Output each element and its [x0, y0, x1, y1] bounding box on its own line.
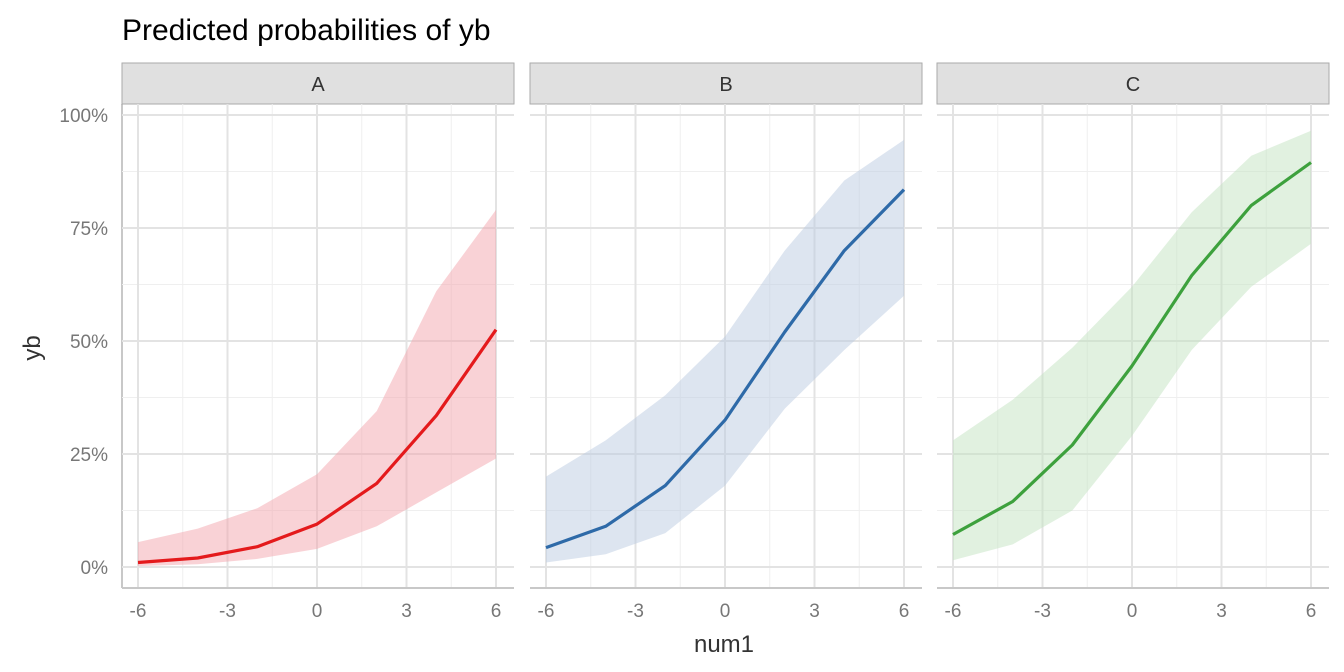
- y-tick-label: 25%: [70, 445, 108, 466]
- x-tick-label: 6: [491, 601, 502, 622]
- strip-label: C: [1126, 74, 1140, 96]
- y-tick-label: 50%: [70, 332, 108, 353]
- y-tick-label: 75%: [70, 219, 108, 240]
- x-tick-label: -6: [538, 601, 555, 622]
- panel-a: A -6 -3 0 3 6: [121, 62, 515, 622]
- x-tick-label: -3: [627, 601, 644, 622]
- x-tick-label: 6: [899, 601, 910, 622]
- strip-background: [936, 62, 1330, 105]
- x-tick-label: 0: [312, 601, 323, 622]
- series-line: [137, 328, 498, 565]
- series-line: [545, 188, 906, 550]
- x-tick-label: -6: [945, 601, 962, 622]
- y-axis-title: yb: [19, 335, 46, 360]
- x-tick-label: -6: [130, 601, 147, 622]
- panels: 0% 25% 50% 75% 100% A -6 -3 0 3 6 B -6 -3 0 3 6 C -6 -3 0 3 6: [59, 62, 1330, 622]
- x-tick-label: 3: [1216, 601, 1227, 622]
- y-tick-label: 100%: [59, 106, 108, 127]
- strip-label: B: [719, 74, 732, 96]
- strip-label: A: [311, 74, 325, 96]
- x-tick-label: -3: [1034, 601, 1051, 622]
- x-tick-label: -3: [219, 601, 236, 622]
- x-tick-label: 3: [401, 601, 412, 622]
- x-axis-title: num1: [694, 631, 754, 658]
- chart-title: Predicted probabilities of yb: [122, 14, 491, 47]
- panel-b: B -6 -3 0 3 6: [529, 62, 923, 622]
- x-tick-label: 0: [720, 601, 731, 622]
- confidence-band: [546, 139, 904, 563]
- x-tick-label: 3: [809, 601, 820, 622]
- confidence-band: [138, 209, 496, 567]
- y-tick-label: 0%: [81, 558, 109, 579]
- x-tick-label: 0: [1127, 601, 1138, 622]
- strip-background: [529, 62, 923, 105]
- x-tick-label: 6: [1306, 601, 1317, 622]
- panel-c: C -6 -3 0 3 6: [936, 62, 1330, 622]
- series-line: [952, 161, 1312, 536]
